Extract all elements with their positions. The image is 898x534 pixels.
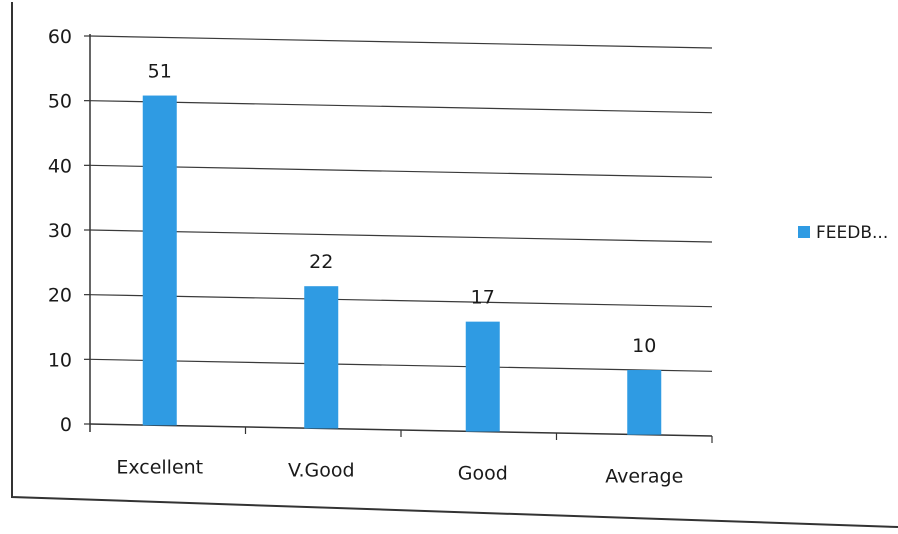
gridline [89,358,713,372]
gridlines [89,35,713,372]
bar-vgood [304,286,339,429]
gridline [89,229,713,243]
data-label: 51 [148,61,172,83]
data-label: 10 [632,335,656,357]
data-label: 22 [309,251,333,273]
legend-swatch [798,226,810,238]
y-tick-label: 20 [48,285,72,307]
data-labels: 51 22 17 10 [148,61,657,357]
bar-excellent [142,95,177,426]
gridline [89,294,713,308]
bar-good [465,321,500,432]
y-tick-label: 10 [48,349,72,371]
y-tick-label: 50 [48,91,72,113]
y-tick-label: 0 [60,414,72,436]
legend-label: FEEDB... [816,223,888,243]
x-tick-label: Average [605,466,683,488]
chart-border [11,2,898,528]
gridline [89,35,713,49]
gridline [89,164,713,178]
bar-average [627,370,662,435]
tick-labels: 0 10 20 30 40 50 60 Excellent V.Good Good Average [48,26,683,488]
y-tick-label: 30 [48,220,72,242]
data-label: 17 [471,287,495,309]
axes [84,34,713,443]
bars [142,95,662,435]
x-tick-label: Good [458,463,508,485]
x-tick-label: Excellent [116,456,203,478]
legend: FEEDB... [798,223,888,243]
y-tick-label: 60 [48,26,72,48]
gridline [89,100,713,114]
x-tick-label: V.Good [288,459,355,481]
y-tick-label: 40 [48,155,72,177]
